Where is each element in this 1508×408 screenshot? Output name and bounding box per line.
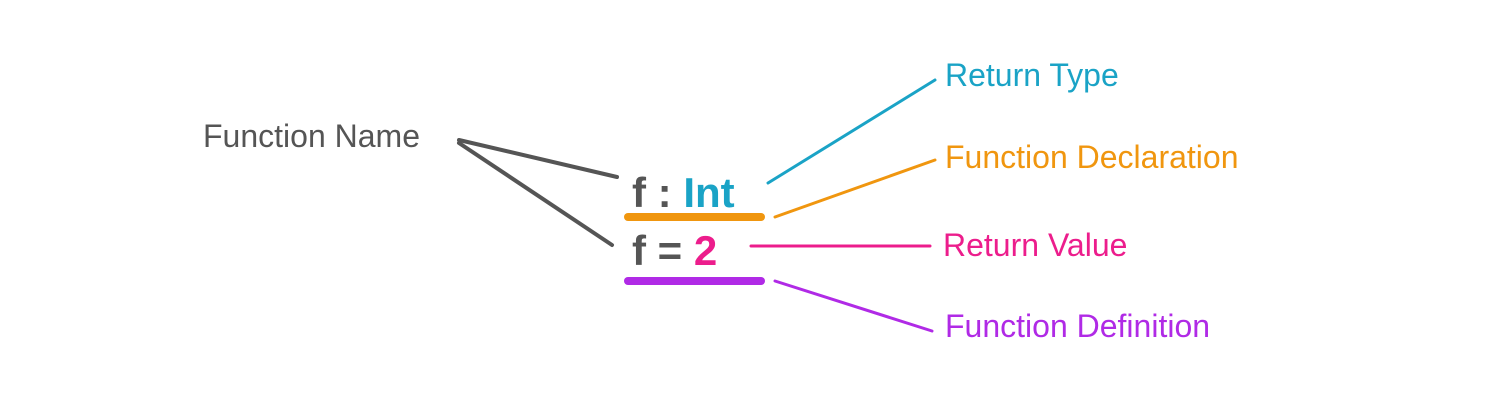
declaration-function-name: f xyxy=(632,169,646,216)
declaration-underline xyxy=(624,213,765,221)
connector-return-type xyxy=(766,78,937,185)
connector-function-definition xyxy=(773,279,934,333)
declaration-colon: : xyxy=(657,169,672,216)
label-function-declaration: Function Declaration xyxy=(945,139,1239,175)
definition-return-value: 2 xyxy=(693,227,718,274)
connector-function-name-to-declaration xyxy=(457,138,619,179)
code-declaration-line: f : Int xyxy=(632,172,735,214)
label-function-definition: Function Definition xyxy=(945,308,1211,344)
declaration-return-type: Int xyxy=(683,169,735,216)
definition-equals: = xyxy=(657,227,683,274)
connector-function-name-to-definition xyxy=(457,141,614,247)
definition-underline xyxy=(624,277,765,285)
label-return-type: Return Type xyxy=(945,57,1119,93)
connector-function-declaration xyxy=(773,158,937,219)
definition-function-name: f xyxy=(632,227,646,274)
label-return-value: Return Value xyxy=(943,227,1128,263)
label-function-name: Function Name xyxy=(203,118,420,154)
code-definition-line: f = 2 xyxy=(632,230,717,272)
